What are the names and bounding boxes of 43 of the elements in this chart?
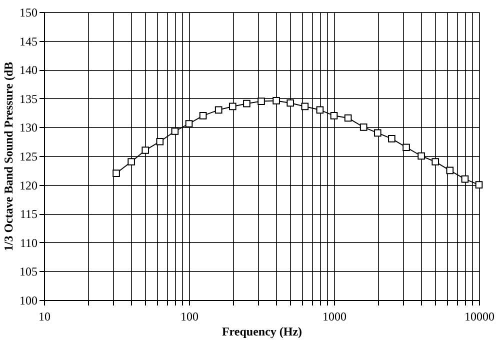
y-tick-label: 130 [20,120,38,135]
point [301,102,309,110]
point [475,181,483,188]
point [330,112,338,120]
point [374,129,382,137]
point [243,100,250,108]
point [185,120,193,128]
point [128,158,135,166]
point [418,152,425,160]
y-tick-label: 105 [20,264,38,279]
x-axis-title: Frequency (Hz) [222,324,302,338]
point [112,170,120,177]
point [402,144,410,152]
y-tick-label: 110 [20,236,38,250]
x-tick-label: 1000 [322,310,346,324]
x-tick-label: 10 [38,310,50,324]
point [461,175,469,183]
point [432,158,440,166]
y-tick-label: 100 [20,294,38,308]
point [388,135,396,142]
point [286,99,294,107]
point [258,98,265,105]
point [199,112,207,120]
y-tick-label: 150 [20,6,38,20]
point [344,114,352,122]
y-tick-label: 140 [20,63,38,78]
point [214,106,222,114]
point [142,146,150,154]
point [228,102,236,110]
y-tick-label: 145 [20,34,38,48]
y-tick-label: 135 [20,92,38,106]
point [156,138,164,146]
point [360,124,368,131]
point [171,128,179,135]
y-tick-label: 115 [20,207,38,222]
y-axis-title: 1/3 Octave Band Sound Pressure (dB [2,62,16,252]
point [446,166,454,174]
x-tick-label: 10000 [464,310,494,324]
point [272,97,280,104]
x-tick-label: 100 [180,310,198,324]
y-tick-label: 125 [20,150,38,164]
point [316,106,324,114]
y-tick-label: 120 [20,178,38,192]
